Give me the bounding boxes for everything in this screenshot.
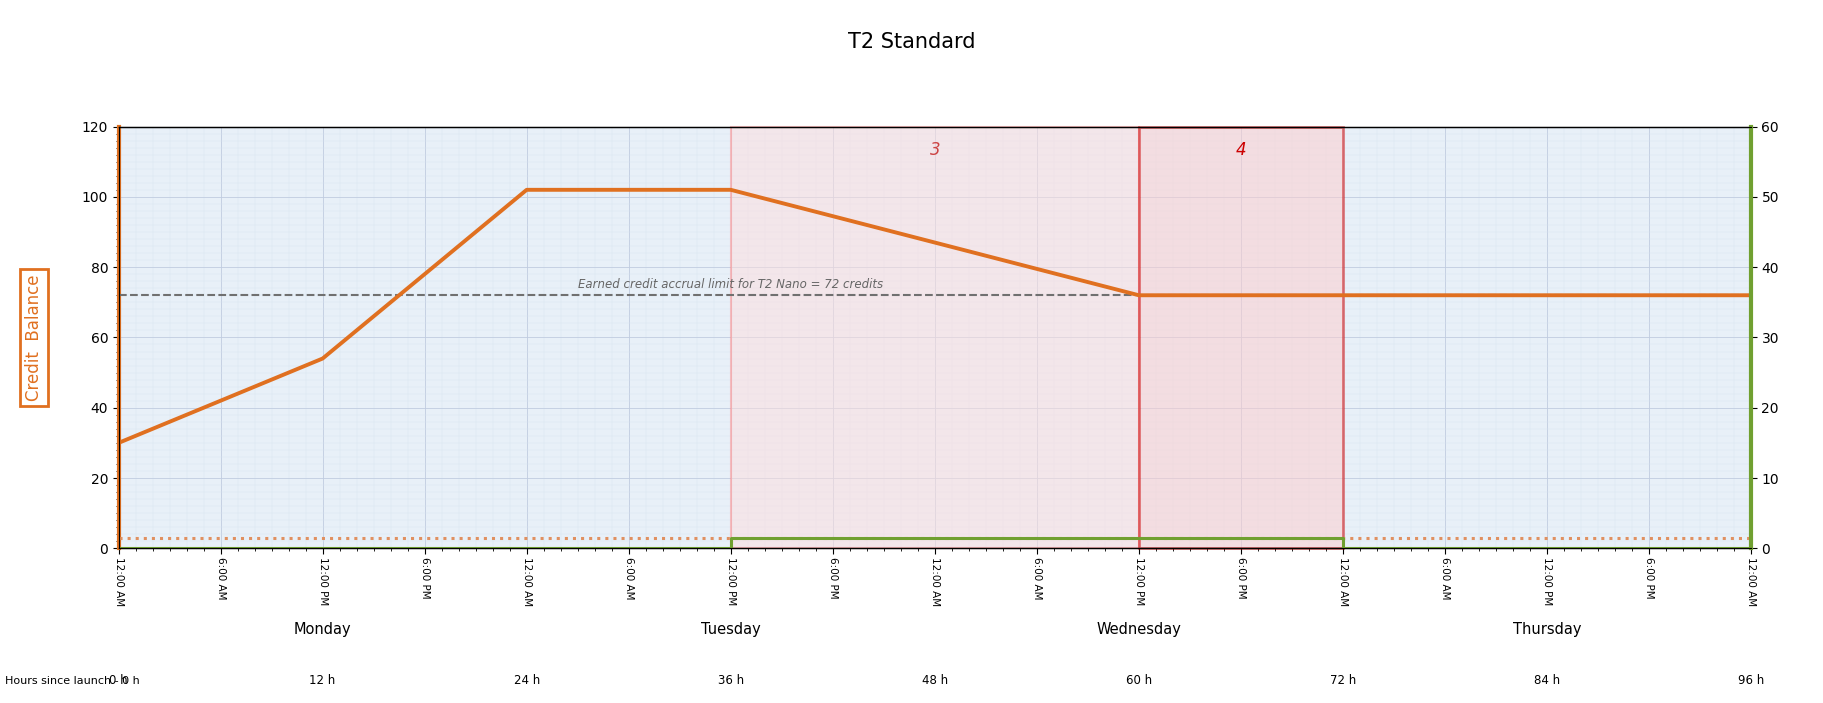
Text: 36 h: 36 h [716,674,744,687]
Text: 96 h: 96 h [1737,674,1763,687]
Text: Credit  Balance: Credit Balance [26,274,42,401]
Text: Hours since launch - 0 h: Hours since launch - 0 h [5,676,140,685]
Text: 48 h: 48 h [921,674,948,687]
Text: 60 h: 60 h [1125,674,1152,687]
Text: 84 h: 84 h [1533,674,1559,687]
Bar [731,127,1138,548]
Text: 4: 4 [1234,141,1245,159]
Text: T2 Standard: T2 Standard [848,32,975,51]
Text: Wednesday: Wednesday [1096,622,1181,637]
Text: 72 h: 72 h [1329,674,1354,687]
Text: 0 h: 0 h [109,674,128,687]
Text: 24 h: 24 h [514,674,540,687]
Text: 12 h: 12 h [310,674,335,687]
Bar [1138,127,1342,548]
Text: Thursday: Thursday [1511,622,1581,637]
Text: Tuesday: Tuesday [700,622,760,637]
Text: 3: 3 [930,141,939,159]
Text: Earned credit accrual limit for T2 Nano = 72 credits: Earned credit accrual limit for T2 Nano … [578,278,882,291]
Text: Monday: Monday [294,622,352,637]
